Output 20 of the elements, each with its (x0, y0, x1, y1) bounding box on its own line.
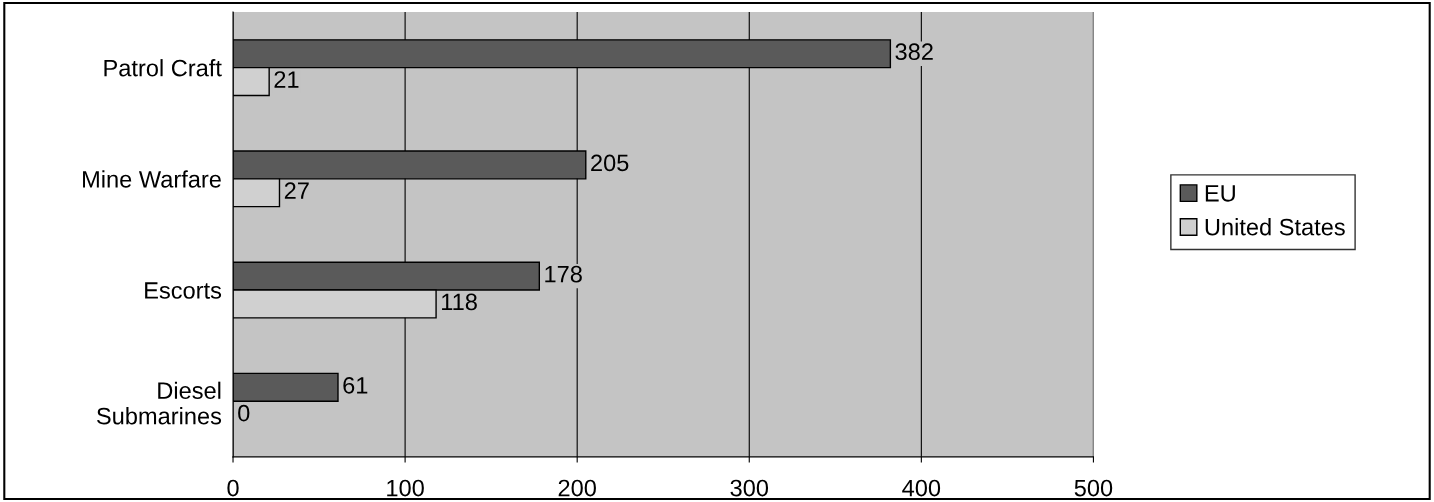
y-tick-label: Escorts (145, 282, 222, 299)
data-label: 0 (238, 404, 250, 422)
x-tick-label: 500 (1074, 479, 1113, 497)
data-label: 118 (442, 293, 477, 311)
legend-label: United States (1205, 218, 1345, 236)
y-tick-label: Patrol Craft (104, 59, 222, 77)
data-label: 205 (591, 154, 629, 172)
x-tick-label: 0 (227, 479, 239, 497)
legend-label: EU (1205, 185, 1235, 202)
x-tick-label: 400 (902, 479, 941, 497)
data-label: 27 (284, 182, 309, 199)
data-label: 21 (274, 71, 299, 88)
y-tick-label: Diesel Submarines (97, 381, 222, 425)
x-tick-label: 300 (730, 479, 769, 497)
data-label: 61 (343, 376, 368, 394)
x-tick-label: 200 (558, 479, 596, 497)
data-label: 382 (895, 43, 933, 61)
data-label: 178 (545, 265, 582, 283)
x-tick-label: 100 (387, 479, 424, 497)
y-tick-label: Mine Warfare (83, 170, 221, 188)
